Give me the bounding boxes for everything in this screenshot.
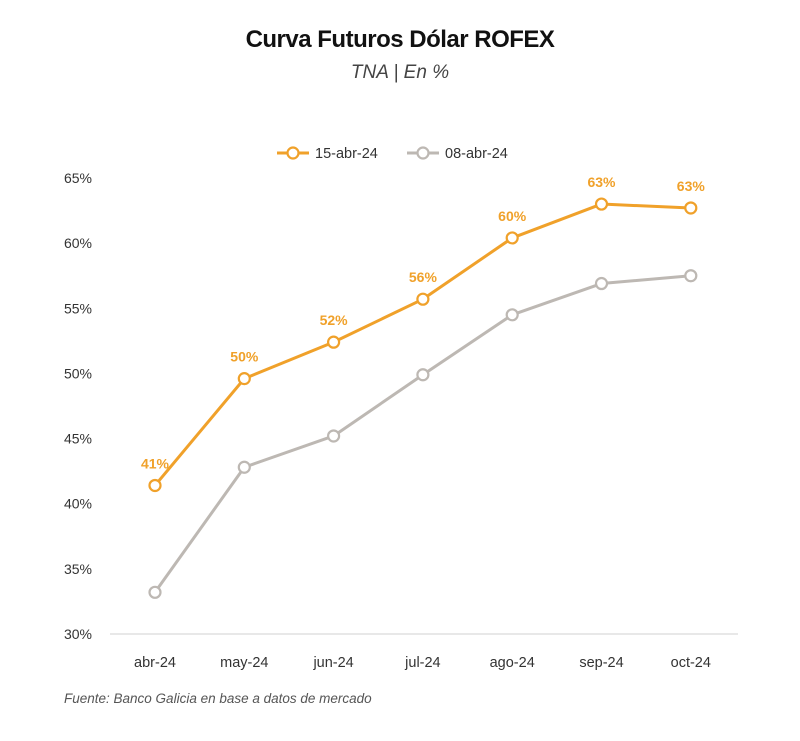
data-point [148,585,162,599]
legend-label: 15-abr-24 [315,146,378,162]
data-point [505,231,519,245]
data-label: 50% [230,349,259,365]
data-point [327,429,341,443]
data-label: 63% [587,174,616,190]
data-label: 52% [320,312,349,328]
data-point [594,276,609,291]
data-point [148,478,162,493]
data-point [237,372,251,386]
chart-title: Curva Futuros Dólar ROFEX [245,26,555,53]
data-point [416,368,430,382]
x-tick-label: ago-24 [490,655,535,671]
data-point [416,292,430,306]
y-tick-label: 40% [64,496,92,512]
y-tick-label: 35% [64,561,92,577]
series-line [153,274,693,594]
y-tick-label: 30% [64,626,92,642]
y-tick-label: 60% [64,235,92,251]
data-point [684,269,698,283]
data-point [327,335,341,349]
data-point [684,201,698,215]
y-tick-label: 65% [64,170,92,186]
y-tick-label: 50% [64,365,92,381]
chart-source-note: Fuente: Banco Galicia en base a datos de… [64,691,372,706]
x-tick-label: jul-24 [404,655,440,671]
data-label: 41% [141,455,170,471]
data-point [237,460,251,474]
data-label: 63% [677,178,706,194]
x-tick-label: may-24 [220,655,268,671]
data-label: 60% [498,208,527,224]
legend-marker [286,146,300,160]
chart-subtitle: TNA | En % [350,62,450,83]
legend-label: 08-abr-24 [445,146,508,162]
x-tick-label: abr-24 [134,655,176,671]
x-tick-label: sep-24 [579,655,623,671]
x-tick-label: jun-24 [312,655,353,671]
data-label: 56% [409,269,438,285]
y-tick-label: 55% [64,300,92,316]
legend-marker [416,146,430,160]
series-line [153,202,693,487]
data-point [505,308,519,322]
data-point [594,197,609,211]
x-tick-label: oct-24 [671,655,711,671]
y-tick-label: 45% [64,431,92,447]
